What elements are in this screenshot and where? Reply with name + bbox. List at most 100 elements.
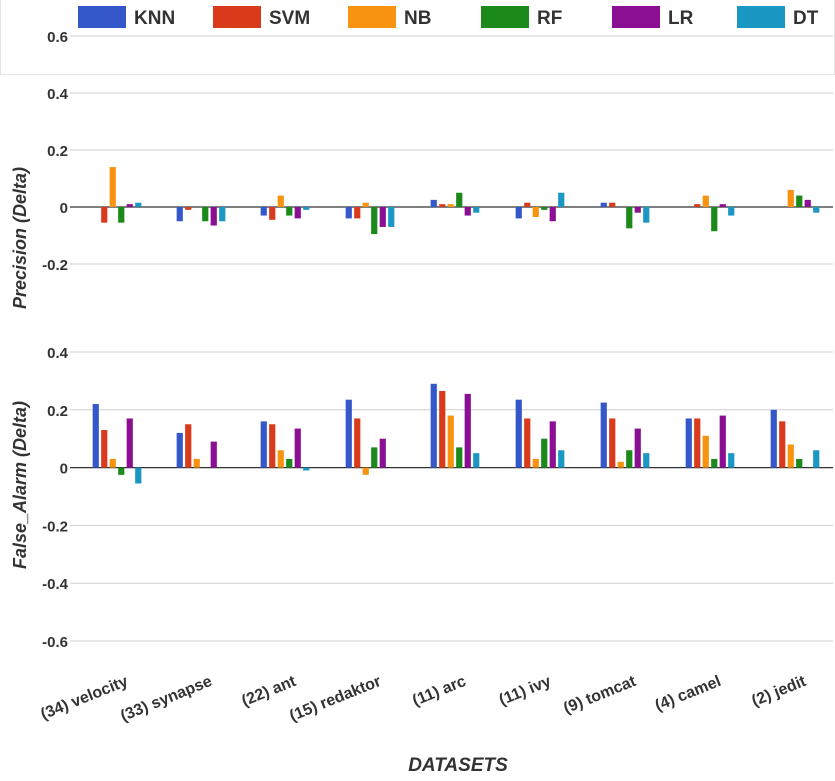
y-axis-title: Precision (Delta)	[10, 167, 30, 309]
bar-nb-1	[193, 458, 200, 468]
x-tick-label: (9) tomcat	[561, 673, 639, 718]
bar-rf-1	[202, 207, 209, 222]
legend-swatch-nb	[348, 6, 396, 28]
legend-label-dt: DT	[793, 8, 819, 29]
bar-dt-8	[813, 207, 820, 213]
bar-dt-0	[135, 202, 142, 207]
bar-knn-3	[345, 207, 352, 219]
bar-svm-7	[694, 204, 701, 207]
bar-nb-8	[787, 189, 794, 207]
bar-nb-6	[617, 461, 624, 468]
bar-lr-6	[634, 428, 641, 468]
bar-rf-0	[118, 467, 125, 475]
bar-knn-5	[515, 399, 522, 468]
y-axis-title: False_Alarm (Delta)	[10, 401, 30, 569]
y-tick-label: 0	[60, 461, 68, 478]
bar-nb-0	[109, 458, 116, 468]
bar-dt-8	[813, 450, 820, 468]
bar-knn-4	[430, 199, 437, 207]
bar-svm-1	[185, 424, 192, 468]
bar-rf-4	[456, 192, 463, 207]
legend-label-lr: LR	[668, 8, 694, 29]
bar-nb-4	[447, 204, 454, 207]
bar-dt-6	[643, 453, 650, 468]
false-alarm-panel: 0.4 0.2 0 -0.2 -0.4 -0.6 False_Alarm (Delta)	[10, 345, 833, 651]
x-tick-label: (34) velocity	[38, 673, 130, 723]
bar-rf-6	[626, 450, 633, 468]
bar-dt-2	[303, 467, 310, 471]
x-tick-label: (2) jedit	[749, 673, 809, 710]
bar-knn-1	[176, 207, 183, 222]
bar-knn-6	[600, 202, 607, 207]
bar-dt-4	[473, 207, 480, 213]
bar-nb-7	[702, 195, 709, 207]
bar-svm-1	[185, 207, 192, 210]
bar-dt-2	[303, 207, 310, 210]
bar-svm-0	[101, 430, 108, 468]
legend-swatch-rf	[481, 6, 529, 28]
x-axis: (34) velocity(33) synapse (22) ant(15) re…	[38, 673, 809, 776]
bar-lr-0	[126, 204, 133, 207]
bar-nb-2	[277, 195, 284, 207]
x-tick-label: (22) ant	[239, 673, 299, 710]
bar-nb-0	[109, 167, 116, 207]
y-tick-label: -0.6	[42, 634, 68, 651]
x-tick-label: (11) arc	[410, 673, 468, 710]
legend-label-svm: SVM	[269, 8, 310, 29]
bar-nb-2	[277, 450, 284, 468]
bar-rf-8	[796, 458, 803, 468]
legend-swatch-knn	[78, 6, 126, 28]
bar-rf-5	[541, 438, 548, 468]
y-tick-label: -0.4	[42, 576, 69, 593]
bar-svm-5	[524, 418, 531, 468]
bar-lr-6	[634, 207, 641, 213]
bar-lr-7	[719, 204, 726, 207]
x-tick-label: (4) camel	[653, 673, 724, 715]
bar-dt-1	[219, 207, 226, 222]
bar-dt-5	[558, 450, 565, 468]
y-tick-label: 0.2	[47, 143, 68, 160]
bar-nb-4	[447, 415, 454, 468]
bar-nb-5	[532, 458, 539, 468]
legend-swatch-dt	[737, 6, 785, 28]
bar-svm-3	[354, 418, 361, 468]
bar-dt-5	[558, 192, 565, 207]
bar-lr-5	[549, 421, 556, 468]
legend-swatch-svm	[213, 6, 261, 28]
x-tick-label: (33) synapse	[118, 673, 214, 725]
bar-knn-2	[260, 207, 267, 216]
bar-knn-6	[600, 402, 607, 468]
bar-knn-3	[345, 399, 352, 468]
bar-nb-7	[702, 435, 709, 468]
bar-svm-2	[269, 424, 276, 468]
bar-svm-4	[439, 391, 446, 468]
bar-svm-6	[609, 418, 616, 468]
bar-lr-3	[379, 438, 386, 468]
precision-panel: 0.6 0.4 0.2 0 -0.2 Precision (Delta)	[10, 29, 833, 309]
bar-lr-2	[294, 207, 301, 219]
bar-svm-3	[354, 207, 361, 219]
bar-dt-6	[643, 207, 650, 223]
y-tick-label: 0.2	[47, 403, 68, 420]
legend: KNN SVM NB RF LR DT	[78, 6, 819, 29]
bar-rf-2	[286, 207, 293, 216]
bar-lr-1	[210, 441, 217, 468]
bar-rf-2	[286, 458, 293, 468]
legend-label-knn: KNN	[134, 8, 175, 29]
legend-label-nb: NB	[404, 8, 431, 29]
y-tick-label: 0.6	[47, 29, 68, 46]
x-axis-title: DATASETS	[408, 755, 508, 776]
bar-rf-3	[371, 447, 378, 468]
legend-swatch-lr	[612, 6, 660, 28]
bar-nb-3	[362, 202, 369, 207]
bar-lr-4	[464, 393, 471, 468]
bar-dt-3	[388, 207, 395, 227]
bar-rf-6	[626, 207, 633, 229]
bar-svm-5	[524, 202, 531, 207]
bar-rf-0	[118, 207, 125, 223]
bar-rf-7	[711, 207, 718, 232]
bar-lr-0	[126, 418, 133, 468]
legend-label-rf: RF	[537, 8, 562, 29]
bar-knn-0	[92, 404, 99, 468]
